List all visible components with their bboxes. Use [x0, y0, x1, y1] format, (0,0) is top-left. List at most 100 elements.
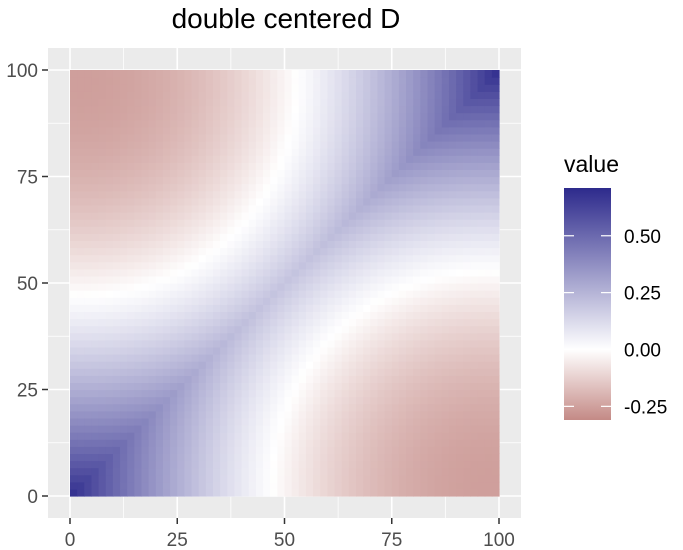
- heatmap-cell: [98, 481, 107, 490]
- heatmap-cell: [120, 105, 128, 114]
- heatmap-cell: [348, 240, 357, 249]
- heatmap-cell: [470, 112, 479, 121]
- heatmap-cell: [441, 70, 450, 78]
- heatmap-cell: [220, 446, 228, 454]
- heatmap-cell: [427, 162, 436, 170]
- heatmap-cell: [370, 346, 379, 355]
- heatmap-cell: [491, 304, 500, 312]
- heatmap-cell: [448, 240, 457, 249]
- heatmap-cell: [270, 141, 278, 149]
- heatmap-cell: [270, 439, 278, 447]
- heatmap-cell: [77, 204, 85, 213]
- heatmap-cell: [470, 148, 479, 156]
- heatmap-cell: [198, 467, 207, 476]
- heatmap-cell: [406, 425, 414, 433]
- heatmap-cell: [341, 361, 350, 369]
- heatmap-cell: [348, 261, 357, 270]
- heatmap-cell: [177, 204, 185, 213]
- heatmap-cell: [284, 268, 293, 277]
- heatmap-cell: [170, 254, 178, 263]
- heatmap-cell: [491, 84, 500, 92]
- heatmap-cell: [112, 354, 121, 362]
- heatmap-cell: [248, 155, 257, 163]
- heatmap-cell: [120, 410, 128, 419]
- heatmap-cell: [406, 488, 414, 497]
- heatmap-cell: [291, 403, 300, 412]
- heatmap-cell: [98, 126, 107, 135]
- heatmap-cell: [327, 488, 336, 497]
- heatmap-cell: [255, 155, 264, 163]
- heatmap-cell: [448, 233, 457, 241]
- heatmap-cell: [298, 318, 307, 327]
- heatmap-cell: [270, 304, 278, 312]
- heatmap-cell: [334, 84, 343, 92]
- heatmap-cell: [398, 332, 407, 341]
- heatmap-cell: [98, 318, 107, 327]
- heatmap-cell: [141, 261, 150, 270]
- heatmap-cell: [391, 268, 400, 277]
- heatmap-cell: [327, 304, 336, 312]
- heatmap-cell: [305, 119, 314, 128]
- heatmap-cell: [234, 283, 243, 291]
- heatmap-cell: [448, 346, 457, 355]
- heatmap-cell: [291, 410, 300, 419]
- heatmap-cell: [470, 339, 479, 348]
- heatmap-cell: [84, 488, 93, 497]
- heatmap-cell: [98, 410, 107, 419]
- heatmap-cell: [141, 133, 150, 142]
- heatmap-cell: [148, 389, 157, 398]
- heatmap-cell: [141, 84, 150, 92]
- heatmap-cell: [384, 439, 393, 447]
- heatmap-cell: [377, 169, 386, 178]
- heatmap-cell: [284, 346, 293, 355]
- heatmap-cell: [263, 141, 271, 149]
- heatmap-cell: [398, 382, 407, 391]
- heatmap-cell: [205, 226, 214, 234]
- heatmap-cell: [470, 332, 479, 341]
- heatmap-cell: [356, 283, 364, 291]
- heatmap-cell: [134, 176, 143, 185]
- heatmap-cell: [77, 375, 85, 383]
- heatmap-cell: [356, 410, 364, 419]
- heatmap-cell: [234, 311, 243, 320]
- heatmap-cell: [98, 297, 107, 305]
- heatmap-cell: [220, 98, 228, 107]
- heatmap-cell: [248, 84, 257, 92]
- heatmap-cell: [420, 467, 429, 476]
- heatmap-cell: [84, 268, 93, 277]
- heatmap-cell: [270, 361, 278, 369]
- heatmap-cell: [320, 268, 328, 277]
- heatmap-cell: [284, 481, 293, 490]
- heatmap-cell: [413, 325, 421, 334]
- heatmap-cell: [420, 354, 429, 362]
- heatmap-cell: [298, 275, 307, 284]
- heatmap-cell: [377, 133, 386, 142]
- heatmap-cell: [141, 403, 150, 412]
- heatmap-cell: [213, 275, 221, 284]
- heatmap-cell: [341, 261, 350, 270]
- heatmap-cell: [448, 410, 457, 419]
- heatmap-cell: [227, 467, 236, 476]
- heatmap-cell: [434, 481, 443, 490]
- heatmap-cell: [313, 297, 321, 305]
- heatmap-cell: [277, 190, 286, 199]
- heatmap-cell: [177, 389, 185, 398]
- heatmap-cell: [413, 133, 421, 142]
- heatmap-cell: [213, 119, 221, 128]
- heatmap-cell: [341, 283, 350, 291]
- heatmap-cell: [112, 169, 121, 178]
- heatmap-cell: [84, 98, 93, 107]
- heatmap-cell: [70, 446, 78, 454]
- heatmap-cell: [134, 332, 143, 341]
- heatmap-cell: [112, 432, 121, 440]
- heatmap-cell: [420, 460, 429, 469]
- heatmap-cell: [84, 474, 93, 483]
- heatmap-cell: [284, 453, 293, 462]
- heatmap-cell: [313, 290, 321, 298]
- heatmap-cell: [491, 105, 500, 114]
- heatmap-cell: [305, 382, 314, 391]
- heatmap-cell: [198, 212, 207, 220]
- heatmap-cell: [456, 84, 464, 92]
- heatmap-cell: [420, 368, 429, 376]
- heatmap-cell: [255, 219, 264, 227]
